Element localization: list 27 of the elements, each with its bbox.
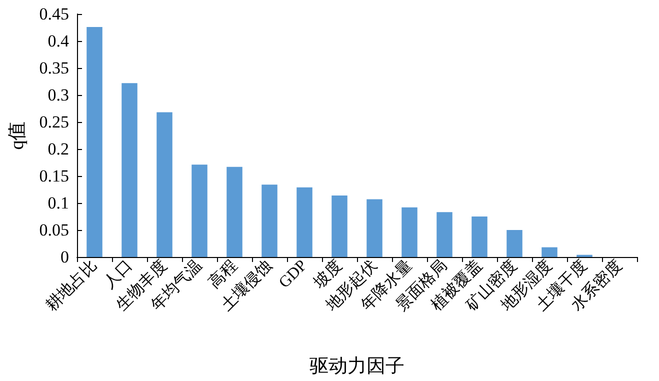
bar (86, 26, 102, 257)
bar (436, 212, 452, 257)
y-tick-label: 0.05 (39, 220, 69, 240)
bar (366, 199, 382, 257)
bar (506, 230, 522, 257)
bar (192, 164, 208, 257)
bar (296, 187, 312, 257)
bar (262, 184, 278, 257)
y-tick-label: 0 (60, 248, 69, 266)
y-tick-label: 0.45 (39, 4, 69, 24)
y-tick-label: 0.1 (48, 194, 69, 212)
bar (542, 247, 558, 257)
bar (402, 207, 418, 257)
y-tick-label: 0.25 (39, 112, 69, 132)
bar (122, 83, 138, 257)
x-tick-label: GDP (276, 256, 311, 292)
bar (156, 112, 172, 257)
x-axis-title: 驱动力因子 (310, 356, 404, 377)
bar (472, 216, 488, 257)
bar (332, 195, 348, 257)
y-tick-label: 0.3 (48, 86, 69, 104)
y-tick-label: 0.35 (39, 58, 69, 78)
y-tick-label: 0.15 (39, 166, 69, 186)
y-axis-title: q值 (7, 121, 28, 150)
y-tick-label: 0.2 (48, 140, 69, 158)
y-tick-label: 0.4 (48, 32, 70, 50)
bar (226, 166, 242, 257)
